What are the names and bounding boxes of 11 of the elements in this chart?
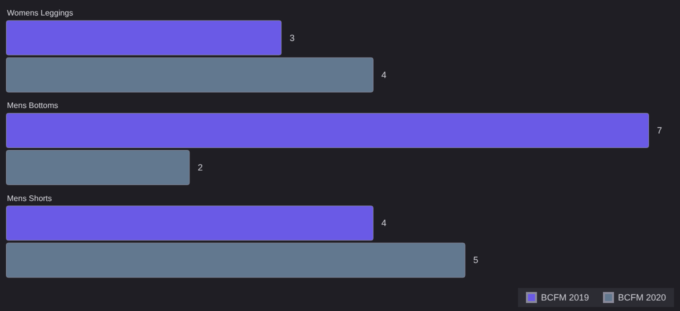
legend-label: BCFM 2019 bbox=[540, 292, 589, 302]
y-tick-label: Womens Leggings bbox=[7, 8, 74, 18]
data-label: 7 bbox=[657, 125, 662, 136]
data-label: 4 bbox=[381, 70, 386, 80]
data-label: 3 bbox=[290, 32, 295, 43]
y-tick-label: Mens Bottoms bbox=[7, 101, 58, 110]
data-label: 5 bbox=[473, 255, 478, 266]
y-tick-label: Mens Shorts bbox=[7, 194, 52, 203]
legend-label: BCFM 2020 bbox=[618, 292, 666, 302]
data-label: 2 bbox=[198, 162, 203, 173]
data-label: 4 bbox=[381, 218, 386, 228]
